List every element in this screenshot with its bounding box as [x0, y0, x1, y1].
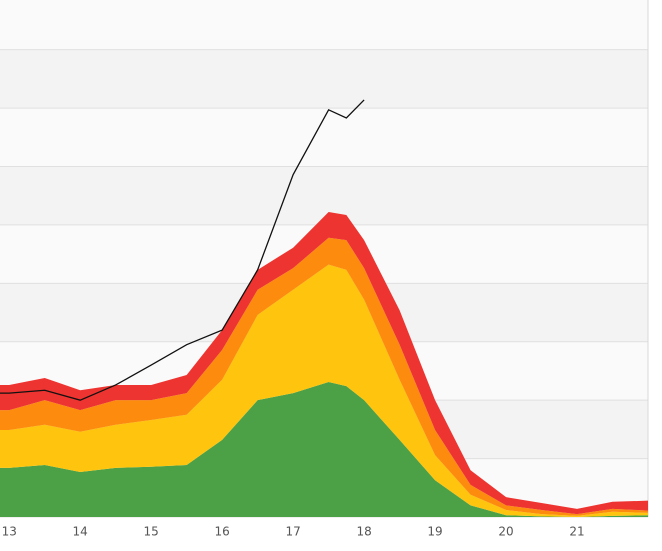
band	[0, 166, 648, 225]
band	[0, 49, 648, 109]
x-tick-label: 17	[285, 525, 300, 539]
area	[0, 382, 648, 517]
x-tick-label: 18	[356, 525, 371, 539]
x-tick-label: 21	[569, 525, 584, 539]
x-tick-label: 19	[427, 525, 442, 539]
line	[0, 99, 365, 401]
area	[0, 264, 648, 517]
x-tick-label: 16	[215, 525, 230, 539]
x-tick-label: 13	[2, 525, 17, 539]
band	[0, 0, 648, 50]
x-tick-label: 15	[144, 525, 159, 539]
band	[0, 108, 648, 167]
x-tick-label: 20	[498, 525, 513, 539]
x-tick-label: 14	[73, 525, 88, 539]
